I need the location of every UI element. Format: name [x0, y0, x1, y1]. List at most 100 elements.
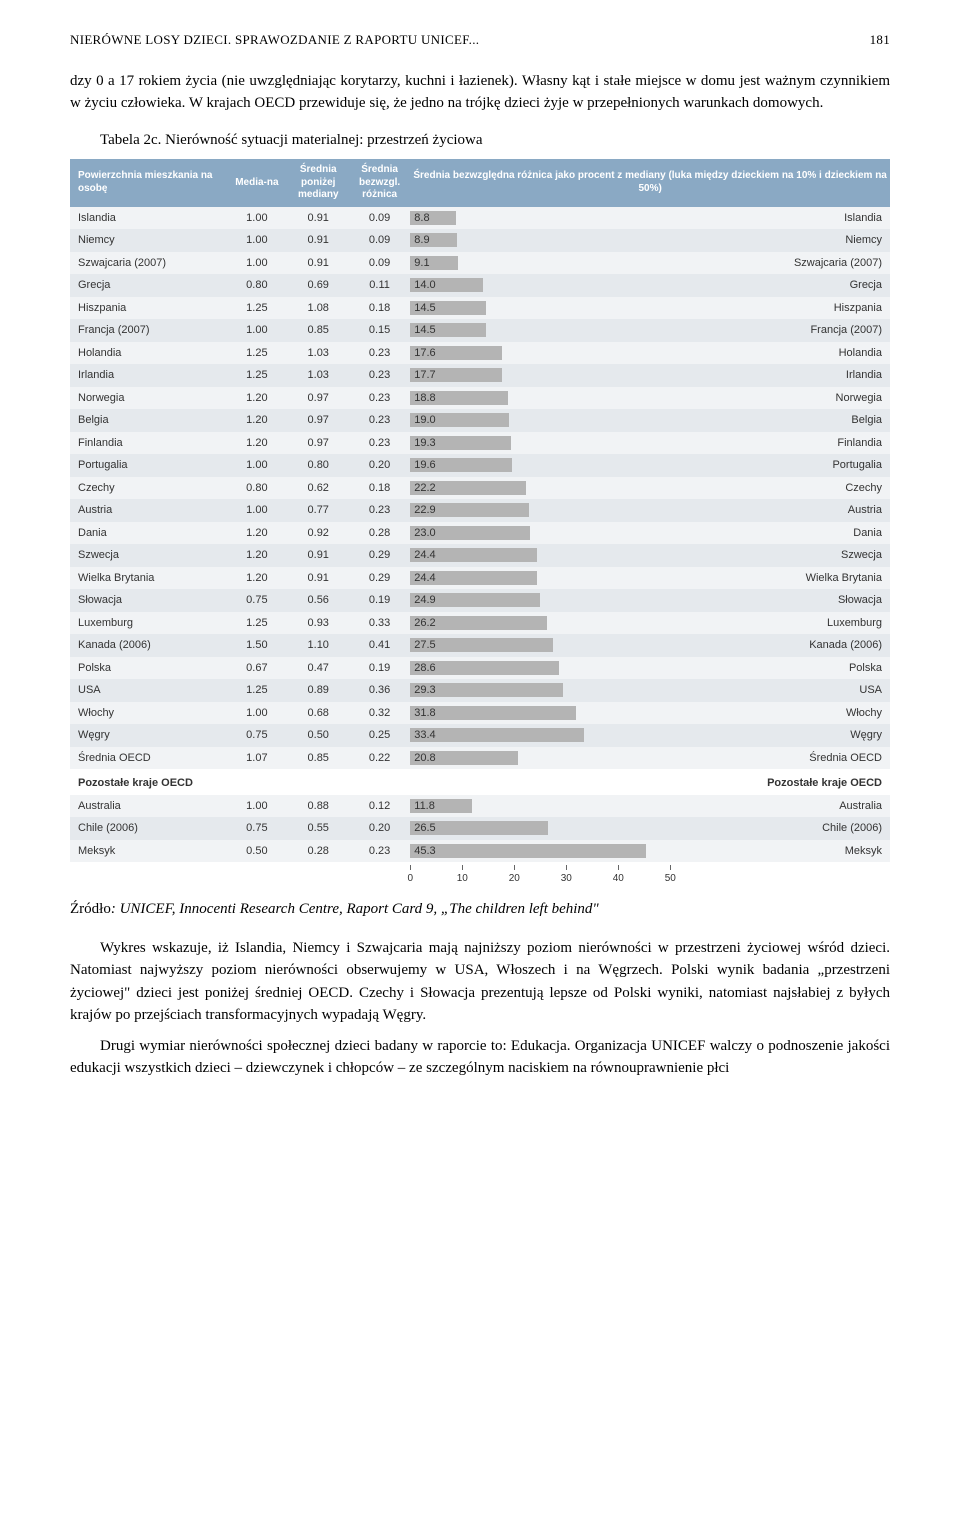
row-bar-cell: 19.6: [410, 454, 745, 477]
table-row: Irlandia1.251.030.2317.7Irlandia: [70, 364, 890, 387]
row-below: 0.85: [288, 319, 349, 342]
row-diff: 0.22: [349, 747, 410, 770]
row-bar-cell: 23.0: [410, 522, 745, 545]
table-row: Belgia1.200.970.2319.0Belgia: [70, 409, 890, 432]
row-diff: 0.32: [349, 702, 410, 725]
bar-value: 26.5: [414, 820, 435, 836]
row-name: Chile (2006): [70, 817, 226, 840]
row-below: 0.47: [288, 657, 349, 680]
row-bar-cell: 18.8: [410, 387, 745, 410]
bar-value: 9.1: [414, 255, 429, 271]
row-median: 1.20: [226, 432, 287, 455]
row-diff: 0.23: [349, 342, 410, 365]
row-median: 0.75: [226, 724, 287, 747]
row-bar-cell: 24.4: [410, 544, 745, 567]
axis-label: 0: [407, 871, 413, 886]
row-below: 0.91: [288, 567, 349, 590]
x-axis: 01020304050: [410, 865, 670, 889]
row-median: 1.25: [226, 679, 287, 702]
row-diff: 0.23: [349, 432, 410, 455]
row-median: 1.00: [226, 252, 287, 275]
bar-value: 45.3: [414, 843, 435, 859]
row-name: Dania: [70, 522, 226, 545]
row-below: 0.56: [288, 589, 349, 612]
row-name: Australia: [70, 795, 226, 818]
row-diff: 0.15: [349, 319, 410, 342]
row-name: Polska: [70, 657, 226, 680]
row-bar-cell: 17.6: [410, 342, 745, 365]
row-below: 0.89: [288, 679, 349, 702]
row-name-right: Chile (2006): [745, 817, 890, 840]
row-below: 0.55: [288, 817, 349, 840]
row-median: 1.20: [226, 567, 287, 590]
row-name: Finlandia: [70, 432, 226, 455]
bar-value: 14.0: [414, 277, 435, 293]
row-bar-cell: 29.3: [410, 679, 745, 702]
row-name: Luxemburg: [70, 612, 226, 635]
bar-value: 19.0: [414, 412, 435, 428]
table-row: Holandia1.251.030.2317.6Holandia: [70, 342, 890, 365]
data-table: Powierzchnia mieszkania na osobę Media-n…: [70, 159, 890, 890]
row-name: Szwajcaria (2007): [70, 252, 226, 275]
row-median: 1.00: [226, 454, 287, 477]
section-label-row: Pozostałe kraje OECD Pozostałe kraje OEC…: [70, 769, 890, 795]
row-below: 0.68: [288, 702, 349, 725]
row-diff: 0.23: [349, 499, 410, 522]
row-name: Wielka Brytania: [70, 567, 226, 590]
row-diff: 0.19: [349, 589, 410, 612]
bar-value: 17.7: [414, 367, 435, 383]
bar-value: 19.3: [414, 435, 435, 451]
bar-value: 17.6: [414, 345, 435, 361]
axis-tick: [410, 865, 411, 870]
row-name: Francja (2007): [70, 319, 226, 342]
row-bar-cell: 8.8: [410, 207, 745, 230]
axis-tick: [670, 865, 671, 870]
row-name-right: Czechy: [745, 477, 890, 500]
row-name-right: Grecja: [745, 274, 890, 297]
row-name-right: Wielka Brytania: [745, 567, 890, 590]
table-row: Australia1.000.880.1211.8Australia: [70, 795, 890, 818]
row-bar-cell: 45.3: [410, 840, 745, 863]
table-caption: Tabela 2c. Nierówność sytuacji materialn…: [70, 129, 890, 152]
row-below: 0.97: [288, 432, 349, 455]
row-below: 0.88: [288, 795, 349, 818]
row-name: Węgry: [70, 724, 226, 747]
row-diff: 0.09: [349, 252, 410, 275]
bar-value: 22.2: [414, 480, 435, 496]
row-name: Grecja: [70, 274, 226, 297]
row-bar-cell: 24.4: [410, 567, 745, 590]
row-bar-cell: 19.3: [410, 432, 745, 455]
row-name: Meksyk: [70, 840, 226, 863]
row-bar-cell: 22.9: [410, 499, 745, 522]
source-text: : UNICEF, Innocenti Research Centre, Rap…: [111, 901, 599, 917]
row-below: 0.91: [288, 252, 349, 275]
source-line: Źródło: UNICEF, Innocenti Research Centr…: [70, 898, 890, 921]
axis-tick: [462, 865, 463, 870]
row-diff: 0.33: [349, 612, 410, 635]
row-median: 0.75: [226, 589, 287, 612]
table-row: Włochy1.000.680.3231.8Włochy: [70, 702, 890, 725]
bar-fill: [410, 844, 646, 858]
axis-label: 40: [613, 871, 624, 886]
bar-fill: [410, 728, 584, 742]
row-name-right: Dania: [745, 522, 890, 545]
row-below: 1.03: [288, 364, 349, 387]
body-paragraph: Drugi wymiar nierówności społecznej dzie…: [70, 1035, 890, 1080]
bar-value: 19.6: [414, 457, 435, 473]
row-diff: 0.25: [349, 724, 410, 747]
row-name: Kanada (2006): [70, 634, 226, 657]
row-below: 0.91: [288, 229, 349, 252]
row-below: 0.85: [288, 747, 349, 770]
row-bar-cell: 8.9: [410, 229, 745, 252]
row-below: 1.03: [288, 342, 349, 365]
row-name-right: Finlandia: [745, 432, 890, 455]
row-name: Hiszpania: [70, 297, 226, 320]
table-row: Średnia OECD1.070.850.2220.8Średnia OECD: [70, 747, 890, 770]
table-row: Niemcy1.000.910.098.9Niemcy: [70, 229, 890, 252]
row-bar-cell: 33.4: [410, 724, 745, 747]
row-diff: 0.12: [349, 795, 410, 818]
row-name-right: Portugalia: [745, 454, 890, 477]
row-bar-cell: 22.2: [410, 477, 745, 500]
axis-tick: [618, 865, 619, 870]
table-header-row: Powierzchnia mieszkania na osobę Media-n…: [70, 159, 890, 207]
